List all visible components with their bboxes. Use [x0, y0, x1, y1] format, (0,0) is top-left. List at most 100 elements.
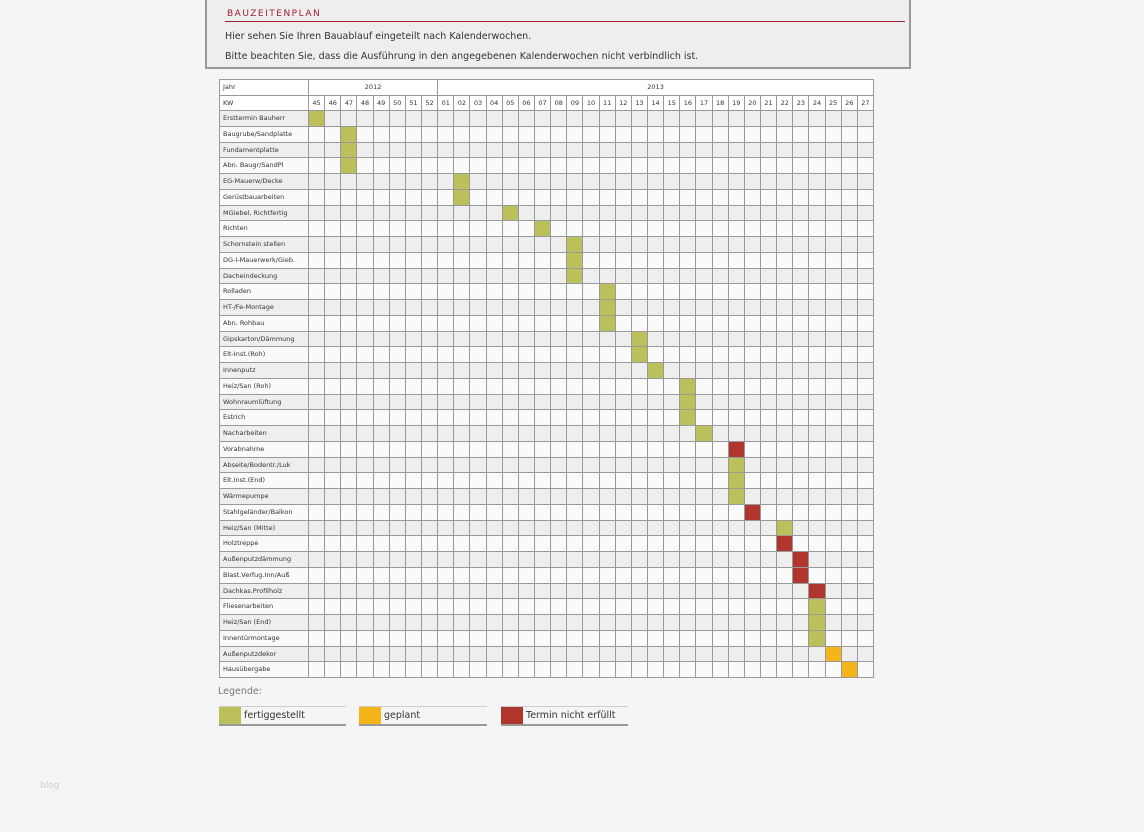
- cell: [469, 488, 487, 505]
- year-cell: 2013: [437, 79, 874, 96]
- cell: [485, 330, 503, 348]
- cell: [582, 346, 600, 363]
- cell: [501, 566, 519, 584]
- week-cell: 14: [647, 94, 665, 111]
- cell: [517, 188, 535, 206]
- cell: [695, 362, 713, 379]
- cell: [614, 299, 632, 316]
- cell: [630, 377, 648, 395]
- cell: [840, 346, 858, 363]
- cell: [776, 346, 794, 363]
- cell: [630, 236, 648, 253]
- cell: [437, 157, 455, 174]
- cell: [388, 472, 406, 489]
- cell: [727, 141, 745, 159]
- cell: [614, 377, 632, 395]
- cell: [324, 346, 342, 363]
- cell: [679, 251, 697, 269]
- cell: [614, 125, 632, 143]
- cell: [469, 110, 487, 127]
- cell: [840, 141, 858, 159]
- cell: [534, 440, 552, 458]
- cell: [743, 125, 761, 143]
- cell: [792, 330, 810, 348]
- cell: [453, 141, 471, 159]
- cell: [469, 314, 487, 332]
- cell: [695, 582, 713, 600]
- cell: [647, 582, 665, 600]
- cell: [743, 456, 761, 474]
- cell: [453, 393, 471, 411]
- cell: [582, 330, 600, 348]
- cell: [404, 582, 422, 600]
- cell: [485, 110, 503, 127]
- task-label: MGiebel, Richtfertig: [219, 204, 309, 222]
- cell: [469, 125, 487, 143]
- cell: [517, 503, 535, 521]
- cell: [517, 362, 535, 379]
- cell: [469, 173, 487, 190]
- legend-rule: [359, 724, 487, 726]
- cell: [372, 283, 390, 300]
- cell: [743, 425, 761, 442]
- cell: [614, 204, 632, 222]
- cell: [727, 409, 745, 426]
- cell: [437, 440, 455, 458]
- cell: [469, 661, 487, 678]
- cell: [743, 488, 761, 505]
- cell: [711, 346, 729, 363]
- cell: [388, 614, 406, 631]
- cell: [566, 472, 584, 489]
- cell: [743, 393, 761, 411]
- cell: [776, 582, 794, 600]
- cell: [743, 566, 761, 584]
- cell: [340, 519, 358, 537]
- cell: [679, 283, 697, 300]
- cell: [534, 535, 552, 552]
- cell: [340, 362, 358, 379]
- cell: [743, 314, 761, 332]
- status-cell: [598, 283, 616, 300]
- cell: [711, 519, 729, 537]
- week-cell: 05: [501, 94, 519, 111]
- week-cell: 22: [776, 94, 794, 111]
- task-label: Ersttermin Bauherr: [219, 110, 309, 127]
- cell: [598, 346, 616, 363]
- cell: [743, 220, 761, 237]
- cell: [469, 440, 487, 458]
- cell: [679, 267, 697, 285]
- cell: [469, 299, 487, 316]
- week-cell: 25: [824, 94, 842, 111]
- cell: [421, 645, 439, 663]
- cell: [663, 661, 681, 678]
- cell: [501, 551, 519, 568]
- cell: [760, 551, 778, 568]
- cell: [695, 614, 713, 631]
- cell: [840, 503, 858, 521]
- cell: [808, 236, 826, 253]
- cell: [308, 125, 326, 143]
- cell: [340, 456, 358, 474]
- cell: [388, 173, 406, 190]
- cell: [388, 551, 406, 568]
- cell: [598, 535, 616, 552]
- cell: [404, 251, 422, 269]
- cell: [630, 173, 648, 190]
- cell: [679, 346, 697, 363]
- cell: [566, 346, 584, 363]
- cell: [388, 535, 406, 552]
- cell: [469, 535, 487, 552]
- cell: [630, 519, 648, 537]
- week-cell: 01: [437, 94, 455, 111]
- cell: [711, 661, 729, 678]
- task-label: Hausübergabe: [219, 661, 309, 678]
- cell: [404, 236, 422, 253]
- cell: [356, 299, 374, 316]
- cell: [437, 488, 455, 505]
- cell: [324, 125, 342, 143]
- cell: [308, 393, 326, 411]
- cell: [550, 157, 568, 174]
- cell: [485, 188, 503, 206]
- cell: [598, 110, 616, 127]
- cell: [808, 267, 826, 285]
